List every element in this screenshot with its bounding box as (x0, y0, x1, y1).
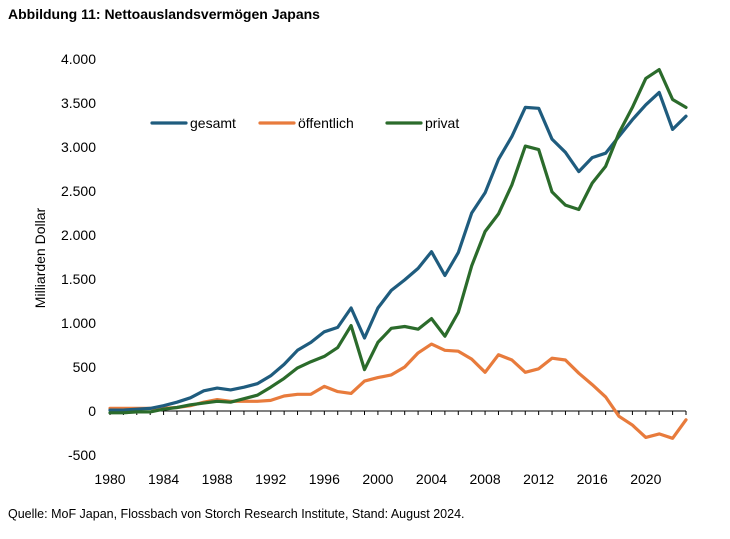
x-tick-label: 2020 (630, 471, 661, 487)
series-line-öffentlich (108, 342, 688, 440)
y-axis-label: Milliarden Dollar (32, 207, 48, 308)
line-chart: -500 0 500 1.000 1.500 2.000 2.500 3.000 3.500 4.… (32, 51, 688, 487)
x-tick-label: 2004 (416, 471, 447, 487)
x-tick-label: 1984 (148, 471, 179, 487)
y-tick-label: 2.000 (61, 227, 96, 243)
y-tick-label: 3.000 (61, 139, 96, 155)
x-tick-label: 1992 (255, 471, 286, 487)
series-line-gesamt (108, 90, 688, 412)
x-tick-label: 1980 (94, 471, 125, 487)
legend: gesamt öffentlich privat (150, 115, 459, 131)
y-tick-label: 2.500 (61, 183, 96, 199)
x-tick-label: 1996 (309, 471, 340, 487)
legend-label-gesamt: gesamt (190, 115, 236, 131)
y-tick-label: 0 (88, 403, 96, 419)
series-line-privat (108, 67, 688, 415)
x-tick-label: 2008 (469, 471, 500, 487)
y-axis: -500 0 500 1.000 1.500 2.000 2.500 3.000 3.500 4.… (61, 51, 96, 463)
chart-title: Abbildung 11: Nettoauslandsvermögen Japa… (8, 6, 320, 22)
x-tick-label: 1988 (202, 471, 233, 487)
y-tick-label: 4.000 (61, 51, 96, 67)
x-axis: 1980 1984 1988 1992 1996 2000 2004 2008 2012 2016… (94, 410, 687, 487)
source-note: Quelle: MoF Japan, Flossbach von Storch … (8, 507, 465, 521)
x-tick-label: 2012 (523, 471, 554, 487)
y-tick-label: 1.000 (61, 315, 96, 331)
legend-label-privat: privat (425, 115, 459, 131)
x-tick-label: 2016 (577, 471, 608, 487)
legend-label-öffentlich: öffentlich (298, 115, 354, 131)
y-tick-label: 3.500 (61, 95, 96, 111)
y-tick-label: 500 (73, 359, 97, 375)
x-tick-label: 2000 (362, 471, 393, 487)
y-tick-label: -500 (68, 447, 96, 463)
series-lines (108, 67, 688, 440)
y-tick-label: 1.500 (61, 271, 96, 287)
